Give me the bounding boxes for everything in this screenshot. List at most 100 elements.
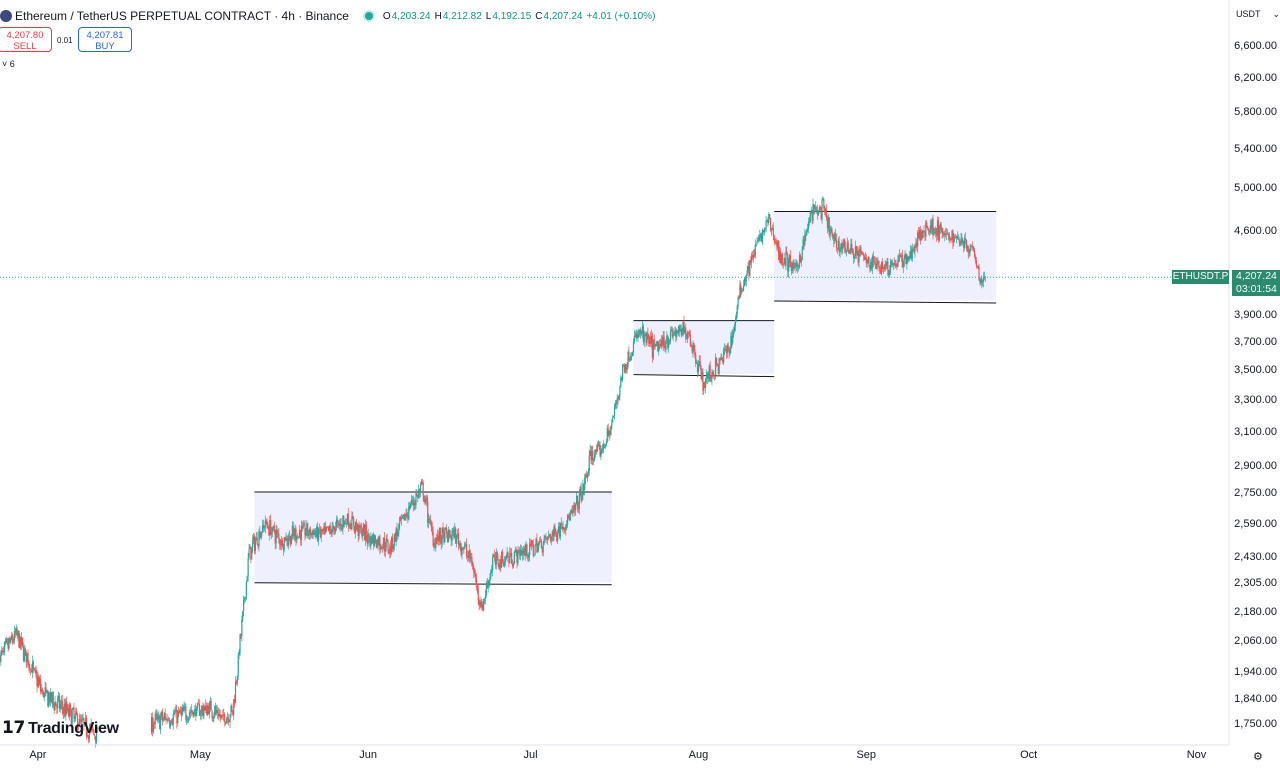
candle — [338, 519, 340, 530]
candle — [409, 502, 411, 511]
candle — [339, 518, 341, 532]
range-box[interactable] — [774, 212, 997, 301]
range-box[interactable] — [633, 321, 775, 375]
candle — [326, 526, 328, 532]
candle — [756, 236, 758, 245]
candle — [955, 235, 958, 244]
candle — [677, 325, 680, 337]
candle — [723, 343, 726, 356]
candle — [39, 675, 41, 686]
candle — [594, 449, 596, 462]
currency-selector[interactable]: USDT ⌄ — [1236, 9, 1280, 20]
candle — [179, 706, 182, 716]
candle — [751, 251, 754, 261]
candle — [11, 631, 13, 641]
symbol-title[interactable]: Ethereum / TetherUS PERPETUAL CONTRACT ·… — [15, 9, 349, 23]
ohlc-change: +4.01 (+0.10%) — [586, 10, 656, 22]
candle — [215, 704, 218, 716]
candle — [490, 568, 492, 579]
candle — [457, 528, 459, 551]
candle — [425, 495, 427, 505]
candle — [740, 281, 742, 298]
candle — [540, 538, 543, 549]
time-axis-label: May — [189, 749, 211, 761]
candle — [619, 385, 621, 401]
candle — [753, 249, 755, 259]
candle — [976, 265, 978, 269]
range-bottom-line[interactable] — [774, 300, 997, 304]
indicators-toggle[interactable]: ˅ 6 — [2, 59, 15, 69]
candle — [750, 256, 752, 265]
candle — [959, 240, 961, 247]
candle — [345, 518, 348, 528]
candle — [982, 279, 984, 287]
candle — [640, 329, 643, 337]
candle — [862, 252, 865, 262]
sell-price: 4,207.80 — [6, 30, 44, 41]
candle — [607, 423, 609, 437]
range-bottom-line[interactable] — [633, 374, 775, 378]
candle — [336, 516, 339, 528]
candle — [875, 257, 877, 269]
candle — [796, 259, 798, 271]
candle — [226, 712, 228, 725]
candle — [862, 251, 864, 256]
candle — [182, 704, 184, 712]
candle — [708, 363, 710, 382]
candle — [40, 684, 43, 694]
candle — [612, 415, 615, 418]
range-bottom-line[interactable] — [254, 582, 612, 586]
ohlc-open: O4,203.24 — [382, 10, 431, 22]
candle — [855, 245, 857, 259]
candle — [178, 706, 180, 718]
candle — [698, 355, 700, 367]
candle — [513, 550, 515, 565]
candle — [498, 563, 500, 570]
candle — [400, 513, 403, 526]
candle — [208, 701, 210, 719]
sell-label: SELL — [13, 41, 37, 52]
candle — [901, 249, 903, 268]
candle — [398, 523, 400, 537]
candle — [43, 692, 45, 702]
candle — [283, 537, 285, 553]
candle — [894, 259, 896, 269]
candle — [660, 335, 663, 350]
settings-icon[interactable]: ⚙ — [1253, 751, 1263, 763]
candle — [727, 342, 729, 352]
candle — [938, 225, 940, 242]
candle — [528, 552, 530, 562]
candle — [954, 234, 956, 242]
candle — [760, 232, 762, 242]
candle — [318, 523, 321, 535]
candle — [742, 288, 744, 293]
candle — [791, 261, 793, 274]
candle — [82, 713, 84, 721]
candle — [205, 699, 207, 714]
candle — [455, 526, 457, 544]
buy-button[interactable]: 4,207.81 BUY — [78, 27, 132, 52]
candle — [836, 247, 838, 254]
candle — [407, 512, 409, 524]
candle — [87, 734, 90, 744]
candle — [507, 551, 509, 558]
candle — [270, 514, 272, 536]
candle — [842, 241, 844, 254]
candle — [786, 246, 788, 255]
time-axis-label: Oct — [1020, 749, 1038, 761]
sell-button[interactable]: 4,207.80 SELL — [0, 27, 52, 52]
candle — [151, 712, 154, 737]
candle — [978, 263, 980, 281]
candle — [673, 331, 675, 337]
symbol-header[interactable]: Ethereum / TetherUS PERPETUAL CONTRACT ·… — [0, 8, 659, 24]
candle — [342, 515, 344, 535]
candle — [385, 534, 387, 552]
candle — [568, 512, 570, 522]
candle — [973, 245, 975, 253]
price-axis-label: 3,700.00 — [1234, 335, 1277, 348]
candle — [846, 237, 848, 252]
candle — [766, 219, 768, 223]
candle — [735, 311, 737, 323]
tradingview-logo[interactable]: 𝟭𝟳 TradingView — [2, 718, 119, 737]
